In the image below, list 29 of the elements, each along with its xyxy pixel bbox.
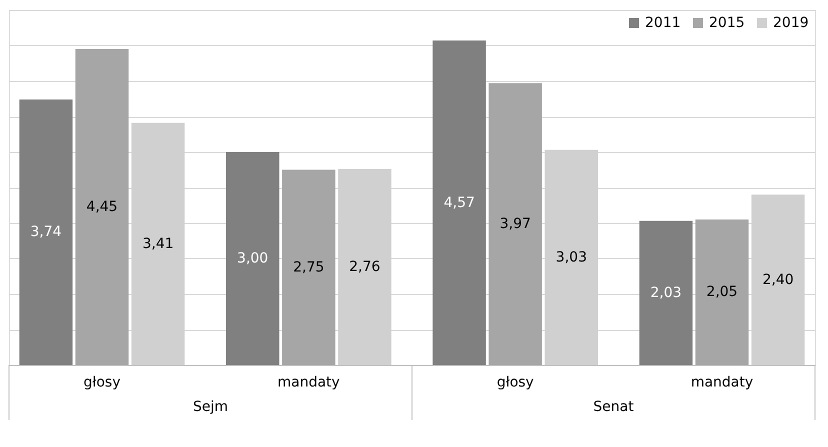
data-label: 3,97 xyxy=(500,216,531,232)
data-label: 4,45 xyxy=(86,199,118,216)
bar xyxy=(488,83,542,365)
data-label: 3,41 xyxy=(142,236,174,252)
data-label: 2,03 xyxy=(650,284,682,301)
bar xyxy=(282,170,336,365)
text: Sejm xyxy=(192,399,228,415)
data-label: 2,75 xyxy=(293,259,324,276)
data-label: 2,76 xyxy=(349,259,380,276)
x-tick-label: głosy xyxy=(496,374,534,390)
data-label: 3,03 xyxy=(556,249,587,266)
bar xyxy=(432,40,486,365)
data-label: 3,74 xyxy=(30,224,62,240)
bar xyxy=(19,99,73,365)
data-label: 2,05 xyxy=(706,284,738,300)
data-label: 4,57 xyxy=(444,194,475,211)
legend-label: 2015 xyxy=(709,15,745,31)
text: Senat xyxy=(593,399,634,415)
x-tick-label: głosy xyxy=(83,374,121,390)
data-label: 3,00 xyxy=(237,250,268,266)
legend-label: 2019 xyxy=(773,15,809,31)
legend-label: 2011 xyxy=(645,15,681,31)
data-label: 2,40 xyxy=(762,272,794,288)
bar xyxy=(639,220,693,365)
bar xyxy=(226,152,280,365)
x-tick-label: mandaty xyxy=(277,374,340,390)
bar xyxy=(695,219,749,365)
x-tick-label: mandaty xyxy=(690,374,754,390)
bar xyxy=(75,49,129,365)
